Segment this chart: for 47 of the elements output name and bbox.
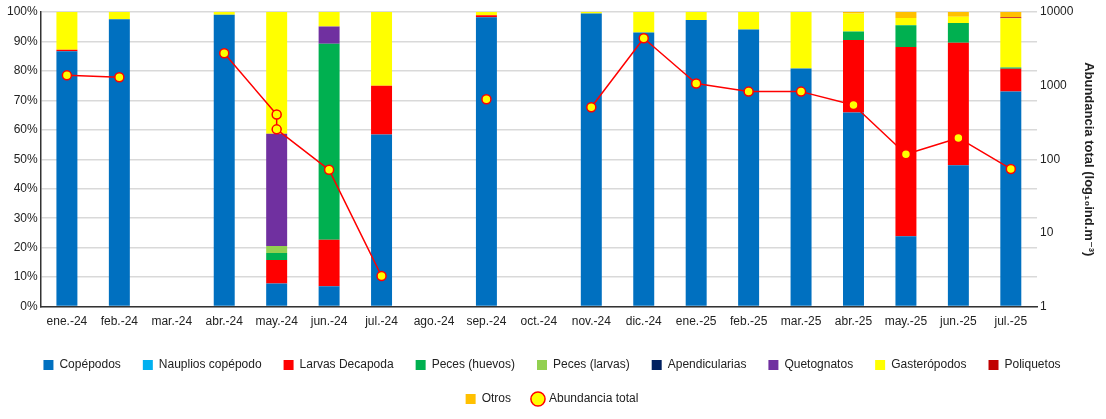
y-tick-label: 20%	[13, 239, 39, 254]
x-tick-label: jul.-25	[993, 314, 1028, 329]
legend-label: Poliquetos	[1004, 357, 1061, 372]
legend-label: Copépodos	[59, 357, 121, 372]
y-tick-label: 0%	[20, 298, 39, 313]
y-tick-label: 10%	[13, 269, 39, 284]
x-tick-label: feb.-24	[100, 314, 139, 329]
x-tick-label: feb.-25	[729, 314, 768, 329]
y2-tick-label: 1	[1040, 298, 1048, 313]
x-tick-label: oct.-24	[520, 314, 558, 329]
legend-label: Quetognatos	[784, 357, 854, 372]
legend-label: Apendicularias	[667, 357, 747, 372]
y2-tick-label: 10000	[1040, 4, 1074, 19]
y-tick-label: 30%	[13, 210, 39, 225]
y2-tick-label: 1000	[1040, 77, 1068, 92]
x-tick-label: mar.-25	[780, 314, 822, 329]
legend-label: Otros	[481, 391, 511, 406]
legend-label: Abundancia total	[548, 391, 639, 406]
x-tick-label: ene.-25	[675, 314, 717, 329]
legend-label: Larvas Decapoda	[299, 357, 394, 372]
x-tick-label: mar.-24	[151, 314, 193, 329]
y2-tick-label: 10	[1040, 225, 1054, 240]
legend-label: Peces (huevos)	[431, 357, 516, 372]
x-tick-label: abr.-25	[834, 314, 873, 329]
x-tick-label: ago.-24	[413, 314, 455, 329]
y-tick-label: 90%	[13, 33, 39, 48]
y2-tick-label: 100	[1040, 151, 1061, 166]
y-tick-label: 80%	[13, 63, 39, 78]
y2-axis-title: Abundancia total (log₁₀ind.m⁻³)	[1081, 62, 1097, 257]
x-tick-label: jun.-24	[309, 314, 348, 329]
x-tick-label: may.-24	[255, 314, 299, 329]
y-tick-label: 60%	[13, 122, 39, 137]
y-tick-label: 50%	[13, 151, 39, 166]
x-tick-label: jun.-25	[939, 314, 978, 329]
x-tick-label: nov.-24	[571, 314, 612, 329]
y-tick-label: 70%	[13, 92, 39, 107]
x-tick-label: may.-25	[884, 314, 928, 329]
legend-label: Gasterópodos	[891, 357, 967, 372]
x-tick-label: dic.-24	[625, 314, 663, 329]
x-tick-label: abr.-24	[205, 314, 244, 329]
x-tick-label: ene.-24	[46, 314, 88, 329]
legend-label: Nauplios copépodo	[158, 357, 262, 372]
y-tick-label: 40%	[13, 181, 39, 196]
x-tick-label: sep.-24	[466, 314, 507, 329]
x-tick-label: jul.-24	[364, 314, 399, 329]
y-tick-label: 100%	[6, 4, 39, 19]
legend-label: Peces (larvas)	[553, 357, 630, 372]
